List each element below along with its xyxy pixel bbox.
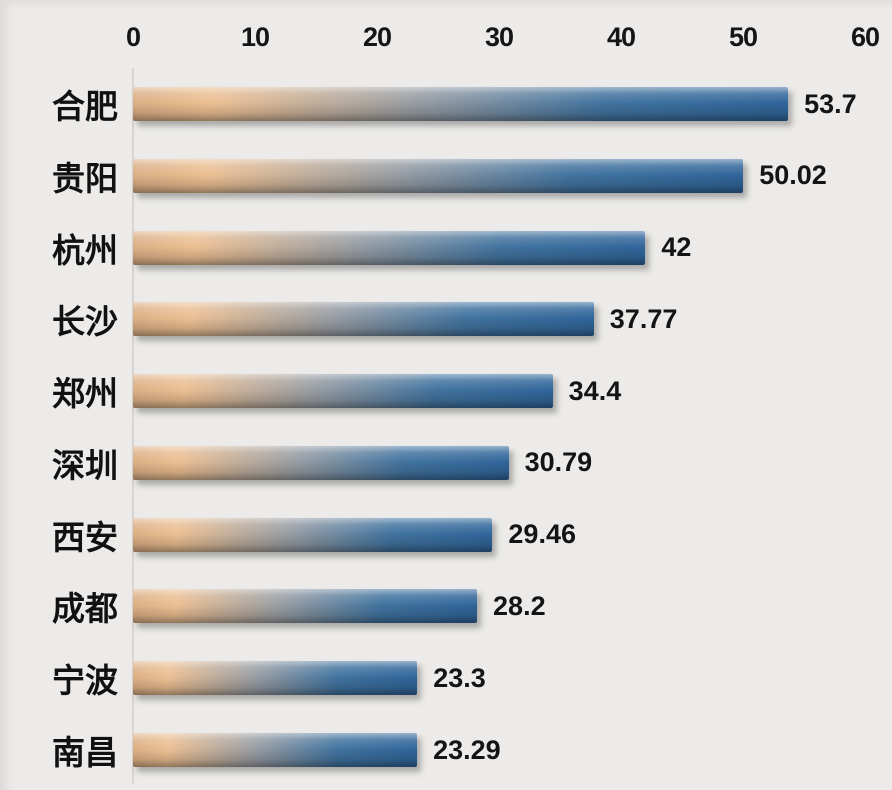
bar-row: 郑州 34.4 (0, 355, 892, 427)
category-label: 贵阳 (52, 159, 118, 197)
value-label: 28.2 (493, 590, 546, 621)
value-label: 30.79 (524, 447, 593, 478)
bar (133, 374, 553, 409)
bar-row: 深圳 30.79 (0, 427, 892, 499)
category-label: 杭州 (52, 231, 118, 269)
category-label: 长沙 (52, 303, 118, 341)
category-label: 深圳 (52, 446, 118, 484)
x-axis: 0 10 20 30 40 50 60 (0, 0, 892, 68)
bar (133, 87, 789, 121)
x-axis-tick: 0 (125, 22, 141, 52)
top-edge-shade (0, 0, 892, 9)
bar (133, 302, 594, 337)
x-axis-tick: 20 (362, 22, 392, 52)
category-label: 成都 (52, 590, 118, 628)
bar-row: 成都 28.2 (0, 570, 892, 642)
value-label: 42 (661, 232, 692, 263)
x-axis-tick: 10 (240, 22, 270, 52)
x-axis-tick: 40 (606, 22, 636, 52)
x-axis-tick: 60 (850, 22, 880, 52)
category-label: 南昌 (52, 734, 118, 771)
bar (133, 445, 509, 480)
category-label: 郑州 (52, 375, 118, 413)
bar (133, 733, 418, 767)
bar-row: 南昌 23.29 (0, 714, 892, 786)
bar-row: 杭州 42 (0, 212, 892, 284)
value-label: 23.29 (433, 734, 501, 765)
value-label: 29.46 (508, 519, 576, 550)
value-label: 34.4 (568, 375, 622, 406)
bar (133, 230, 646, 265)
bar-row: 宁波 23.3 (0, 642, 892, 714)
bar (133, 517, 493, 552)
bar-row: 长沙 37.77 (0, 283, 892, 355)
x-axis-tick: 30 (484, 22, 514, 52)
bar-row: 西安 29.46 (0, 499, 892, 571)
value-label: 50.02 (759, 160, 827, 191)
bar (133, 589, 478, 624)
value-label: 53.7 (804, 88, 857, 119)
bar (133, 661, 418, 696)
bar (133, 158, 744, 193)
bar-row: 合肥 53.7 (0, 68, 892, 140)
category-label: 西安 (52, 518, 118, 556)
bar-row: 贵阳 50.02 (0, 140, 892, 212)
value-label: 37.77 (609, 303, 678, 334)
x-axis-tick: 50 (728, 22, 758, 52)
category-label: 合肥 (52, 88, 118, 125)
category-label: 宁波 (52, 662, 118, 700)
value-label: 23.3 (433, 662, 486, 693)
y-axis-line (132, 68, 134, 784)
left-edge-shade (0, 0, 13, 790)
